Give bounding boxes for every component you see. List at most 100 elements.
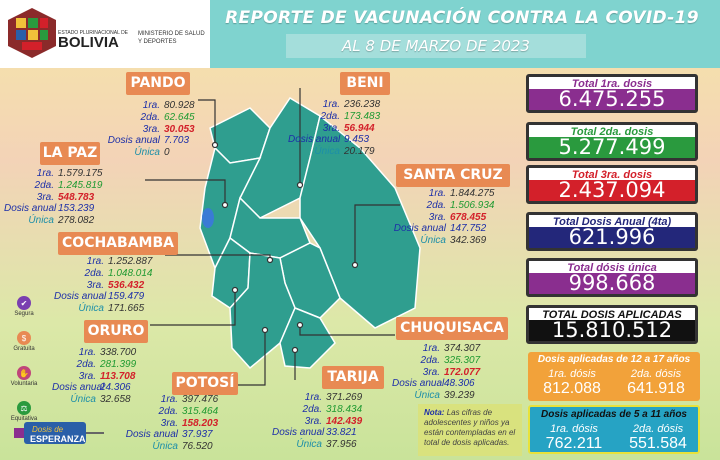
stat-value: 1.506.934 — [450, 199, 495, 211]
stat-value: 236.238 — [344, 99, 381, 110]
stat-row: Dosis anual 153.239 — [4, 203, 103, 215]
age-12-17-box: Dosis aplicadas de 12 a 17 años 1ra. dós… — [528, 352, 700, 401]
legend-equitativa: ⚖ Equitativa — [6, 401, 42, 422]
stat-value: 1.844.275 — [450, 188, 495, 199]
stat-label: 2da. — [420, 354, 440, 366]
stat-value: 80.928 — [164, 100, 195, 111]
dept-label-potosi: POTOSÍ — [172, 372, 238, 395]
report-title: REPORTE DE VACUNACIÓN CONTRA LA COVID-19 — [225, 8, 699, 28]
stat-row: 3ra. 548.783 — [4, 192, 103, 204]
stat-row: 3ra. 142.439 — [272, 416, 362, 428]
stat-label: 3ra. — [304, 415, 322, 427]
stat-row: 2da. 318.434 — [272, 403, 363, 416]
total-value: 998.668 — [529, 273, 695, 294]
total-value: 621.996 — [529, 227, 695, 248]
age-12-17-second: 2da. dósis 641.918 — [614, 368, 698, 398]
stat-row: 1ra. 236.238 — [288, 99, 380, 111]
stat-row: 3ra. 678.455 — [390, 212, 495, 224]
stat-row: Dosis anual 7.703 — [92, 135, 195, 147]
total-title: Total Dosis Anual (4ta) — [552, 216, 672, 228]
age-5-11-first-label: 1ra. dósis — [550, 423, 598, 435]
age-5-11-first: 1ra. dósis 762.211 — [532, 423, 616, 453]
stat-row: 2da. 315.464 — [124, 406, 219, 418]
stat-value: 325.307 — [444, 354, 481, 366]
total-value: 6.475.255 — [529, 89, 695, 110]
stat-label: 3ra. — [322, 122, 340, 134]
stat-value: 371.269 — [326, 392, 363, 403]
stat-label: 2da. — [302, 403, 322, 415]
stat-row: 1ra. 1.579.175 — [4, 168, 103, 180]
stat-value: 113.708 — [100, 370, 136, 382]
stat-value: 171.665 — [108, 303, 145, 315]
logo-country-text: BOLIVIA — [58, 34, 119, 51]
stat-row: 1ra. 80.928 — [92, 100, 195, 112]
stat-value: 147.752 — [450, 223, 487, 235]
stat-value: 142.439 — [326, 415, 363, 427]
stat-label: 1ra. — [160, 394, 178, 405]
report-date: AL 8 DE MARZO DE 2023 — [286, 34, 586, 58]
stat-label: Dosis anual — [52, 382, 105, 394]
stat-value: 281.399 — [100, 358, 137, 370]
dept-label-pando: PANDO — [126, 72, 190, 95]
stat-label: 3ra. — [428, 211, 446, 223]
stat-value: 7.703 — [164, 135, 190, 147]
stat-label: Única — [314, 146, 340, 158]
coin-icon: $ — [17, 331, 31, 345]
stat-label: Dosis anual — [54, 291, 107, 303]
legend-segura: ✔ Segura — [6, 296, 42, 317]
stat-row: Única 171.665 — [54, 303, 153, 315]
stat-label: 3ra. — [422, 366, 440, 378]
stat-value: 62.645 — [164, 111, 195, 123]
stat-value: 20.179 — [344, 146, 375, 158]
dept-label-oruro: ORURO — [84, 320, 148, 343]
stat-label: 2da. — [426, 199, 446, 211]
stat-label: 1ra. — [86, 256, 104, 267]
stat-label: 2da. — [34, 179, 54, 191]
stat-value: 342.369 — [450, 235, 487, 247]
age-12-17-second-value: 641.918 — [627, 380, 685, 397]
stat-value: 374.307 — [444, 343, 481, 354]
dept-stats-tarija: 1ra. 371.269 2da. 318.434 3ra. 142.439 Dosis a… — [272, 392, 362, 451]
stat-value: 39.239 — [444, 390, 475, 402]
map-santacruz — [299, 114, 421, 329]
stat-label: Única — [414, 390, 440, 402]
stat-label: 1ra. — [322, 99, 340, 110]
shield-icon: ✔ — [17, 296, 31, 310]
total-box: Total 2da. dosis 5.277.499 — [526, 122, 698, 161]
map-titicaca-lake — [202, 208, 214, 228]
stat-label: 1ra. — [36, 168, 54, 179]
stat-value: 548.783 — [58, 191, 95, 203]
note-prefix: Nota: — [424, 408, 445, 417]
age-12-17-title: Dosis aplicadas de 12 a 17 años — [537, 354, 691, 365]
scale-icon: ⚖ — [17, 401, 31, 415]
stat-row: Dosis anual 33.821 — [272, 427, 362, 439]
dept-label-beni: BENI — [340, 72, 390, 95]
total-title: Total 3ra. dosis — [571, 169, 653, 181]
stat-row: Dosis anual 37.937 — [124, 429, 218, 441]
stat-label: Única — [152, 441, 178, 453]
stat-value: 1.579.175 — [58, 168, 103, 179]
total-title: Total dósis única — [567, 262, 657, 274]
stat-row: 3ra. 158.203 — [124, 418, 218, 430]
total-title: Total 2da. dosis — [570, 126, 654, 138]
stat-row: 3ra. 30.053 — [92, 124, 195, 136]
stat-row: Única 0 — [92, 147, 195, 159]
stat-label: Dosis anual — [107, 135, 160, 147]
stat-value: 24.306 — [100, 382, 131, 394]
stat-value: 278.082 — [58, 215, 95, 227]
age-12-17-second-label: 2da. dósis — [630, 368, 682, 380]
total-box: Total Dosis Anual (4ta) 621.996 — [526, 212, 698, 251]
stat-row: 3ra. 56.944 — [288, 123, 380, 135]
stat-label: Dosis anual — [272, 427, 325, 439]
dept-stats-beni: 1ra. 236.238 2da. 173.483 3ra. 56.944 Dosis an… — [288, 99, 380, 158]
hand-icon: ✋ — [17, 366, 31, 380]
total-box: Total 3ra. dosis 2.437.094 — [526, 165, 698, 204]
stat-value: 153.239 — [58, 203, 95, 215]
stat-value: 33.821 — [326, 427, 357, 439]
dept-stats-oruro: 1ra. 338.700 2da. 281.399 3ra. 113.708 Dosis a… — [52, 347, 136, 406]
stat-label: Dosis anual — [125, 429, 178, 441]
stat-label: 3ra. — [36, 191, 54, 203]
stat-label: Única — [78, 303, 104, 315]
legend-gratuita: $ Gratuita — [6, 331, 42, 352]
stat-value: 76.520 — [182, 441, 213, 453]
